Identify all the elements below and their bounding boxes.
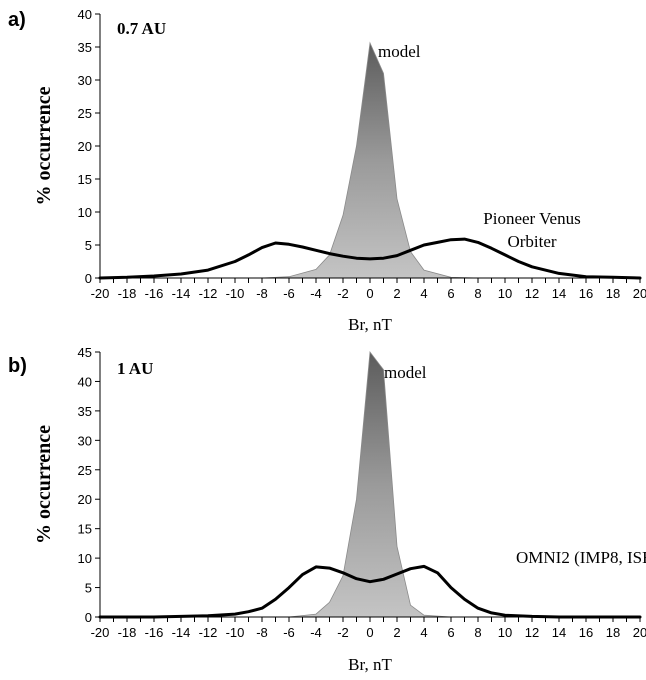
y-tick-label: 20	[78, 139, 92, 154]
x-tick-label: -6	[283, 286, 295, 301]
x-tick-label: 10	[498, 625, 512, 640]
x-tick-label: 12	[525, 625, 539, 640]
y-tick-label: 25	[78, 463, 92, 478]
x-tick-label: 20	[633, 625, 646, 640]
model-area-series	[100, 350, 640, 618]
x-tick-label: 2	[393, 286, 400, 301]
x-tick-label: -20	[91, 286, 110, 301]
x-tick-label: 16	[579, 286, 593, 301]
x-tick-label: 4	[420, 625, 427, 640]
y-tick-label: 40	[78, 374, 92, 389]
x-tick-label: 6	[447, 625, 454, 640]
x-tick-label: -8	[256, 286, 268, 301]
y-tick-label: 0	[85, 271, 92, 286]
x-tick-label: -4	[310, 625, 322, 640]
y-tick-label: 25	[78, 106, 92, 121]
panel-label: b)	[8, 355, 27, 377]
x-tick-label: 18	[606, 286, 620, 301]
x-tick-label: 20	[633, 286, 646, 301]
x-tick-label: -8	[256, 625, 268, 640]
x-tick-label: 0	[366, 286, 373, 301]
x-tick-label: -12	[199, 625, 218, 640]
x-tick-label: -14	[172, 286, 191, 301]
series-annotation: Pioneer Venus	[483, 209, 580, 228]
y-tick-label: 35	[78, 40, 92, 55]
y-tick-label: 5	[85, 238, 92, 253]
y-tick-label: 15	[78, 522, 92, 537]
x-tick-label: -6	[283, 625, 295, 640]
x-tick-label: -18	[118, 286, 137, 301]
y-axis-title: % occurrence	[33, 425, 55, 544]
y-tick-label: 30	[78, 433, 92, 448]
distance-label: 0.7 AU	[117, 19, 166, 38]
series-annotation: OMNI2 (IMP8, ISEE3)	[516, 548, 646, 567]
y-tick-label: 40	[78, 7, 92, 22]
x-tick-label: -12	[199, 286, 218, 301]
y-tick-label: 10	[78, 205, 92, 220]
x-tick-label: 14	[552, 625, 566, 640]
x-tick-label: 18	[606, 625, 620, 640]
x-tick-label: 12	[525, 286, 539, 301]
y-tick-label: 20	[78, 492, 92, 507]
x-tick-label: 4	[420, 286, 427, 301]
x-tick-label: -4	[310, 286, 322, 301]
series-annotation: model	[384, 363, 427, 382]
x-tick-label: 16	[579, 625, 593, 640]
x-axis-title: Br, nT	[348, 315, 392, 334]
x-tick-label: -16	[145, 625, 164, 640]
y-tick-label: 45	[78, 345, 92, 360]
y-tick-label: 30	[78, 73, 92, 88]
x-tick-label: -16	[145, 286, 164, 301]
x-tick-label: -20	[91, 625, 110, 640]
x-tick-label: -14	[172, 625, 191, 640]
x-tick-label: 10	[498, 286, 512, 301]
y-tick-label: 5	[85, 581, 92, 596]
observation-line-series	[98, 237, 642, 280]
x-tick-label: 6	[447, 286, 454, 301]
x-tick-label: 14	[552, 286, 566, 301]
x-tick-label: 2	[393, 625, 400, 640]
y-tick-label: 15	[78, 172, 92, 187]
x-tick-label: -18	[118, 625, 137, 640]
model-area-series	[100, 41, 640, 279]
series-annotation: Orbiter	[507, 232, 556, 251]
panel-label: a)	[8, 9, 26, 31]
x-tick-label: -2	[337, 286, 349, 301]
x-tick-label: 8	[474, 625, 481, 640]
y-tick-label: 0	[85, 610, 92, 625]
x-tick-label: -2	[337, 625, 349, 640]
y-axis-title: % occurrence	[33, 86, 55, 205]
x-tick-label: 8	[474, 286, 481, 301]
y-tick-label: 35	[78, 404, 92, 419]
x-axis-title: Br, nT	[348, 655, 392, 674]
x-tick-label: -10	[226, 286, 245, 301]
y-tick-label: 10	[78, 551, 92, 566]
observation-line-series	[98, 564, 642, 619]
x-tick-label: 0	[366, 625, 373, 640]
distance-label: 1 AU	[117, 359, 153, 378]
series-annotation: model	[378, 42, 421, 61]
x-tick-label: -10	[226, 625, 245, 640]
